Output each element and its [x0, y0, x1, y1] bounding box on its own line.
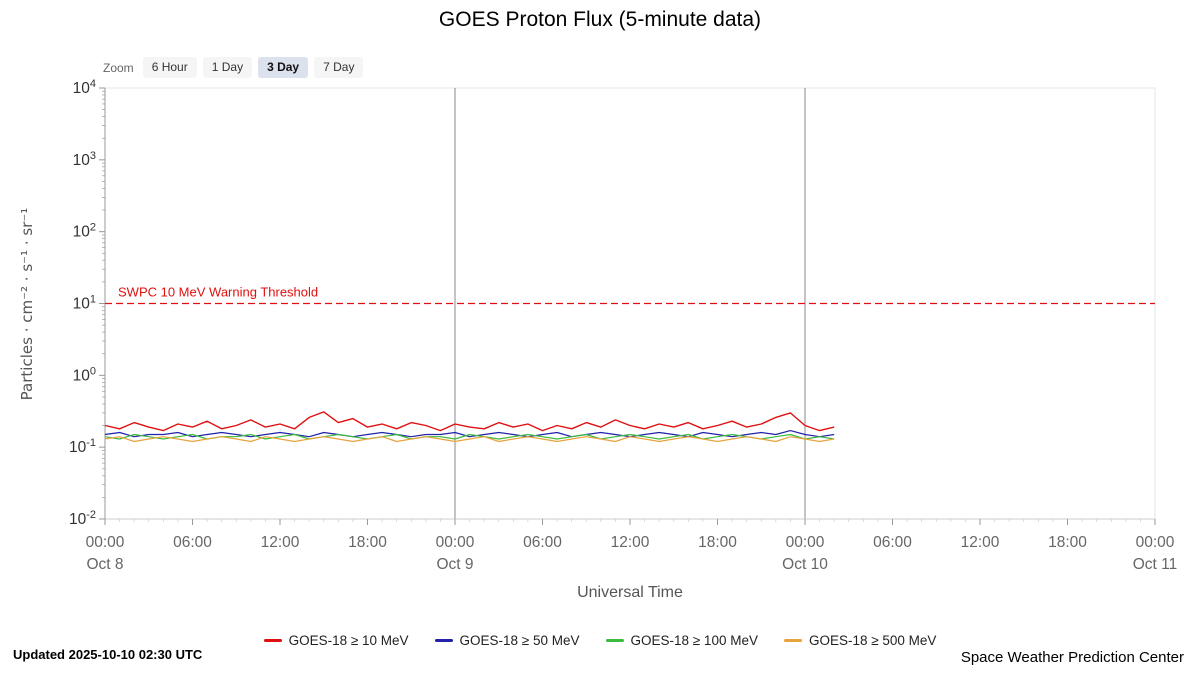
svg-text:00:00: 00:00	[86, 534, 125, 551]
svg-text:Oct 10: Oct 10	[782, 556, 828, 573]
svg-text:06:00: 06:00	[873, 534, 912, 551]
legend-label-50mev: GOES-18 ≥ 50 MeV	[459, 633, 580, 648]
svg-text:12:00: 12:00	[611, 534, 650, 551]
svg-text:12:00: 12:00	[961, 534, 1000, 551]
svg-text:00:00: 00:00	[786, 534, 825, 551]
x-axis: 00:00 06:00 12:00 18:00 00:00 06:00 12:00 18:00…	[86, 518, 1178, 573]
svg-text:10-1: 10-1	[69, 437, 96, 456]
svg-text:12:00: 12:00	[261, 534, 300, 551]
svg-text:Oct 8: Oct 8	[86, 556, 123, 573]
svg-text:00:00: 00:00	[436, 534, 475, 551]
legend-label-10mev: GOES-18 ≥ 10 MeV	[288, 633, 409, 648]
svg-text:18:00: 18:00	[1048, 534, 1087, 551]
series-line-2	[104, 433, 835, 440]
svg-text:18:00: 18:00	[348, 534, 387, 551]
y-axis: 104 103 102 101 100 10-1 10-2	[69, 78, 106, 528]
svg-text:103: 103	[73, 150, 96, 169]
threshold-label: SWPC 10 MeV Warning Threshold	[118, 285, 318, 300]
legend-item-goes18-ge-10mev[interactable]: GOES-18 ≥ 10 MeV	[263, 633, 409, 648]
legend-line-swatch-10mev	[263, 639, 282, 642]
legend-item-goes18-ge-500mev[interactable]: GOES-18 ≥ 500 MeV	[783, 633, 937, 648]
svg-text:00:00: 00:00	[1136, 534, 1175, 551]
svg-text:10-2: 10-2	[69, 509, 96, 528]
svg-text:06:00: 06:00	[523, 534, 562, 551]
legend-line-swatch-500mev	[783, 639, 802, 642]
swpc-credit: Space Weather Prediction Center	[960, 649, 1184, 666]
updated-timestamp: Updated 2025-10-10 02:30 UTC	[13, 647, 203, 662]
chart-title: GOES Proton Flux (5-minute data)	[438, 8, 762, 31]
legend-line-swatch-100mev	[605, 639, 624, 642]
legend-item-goes18-ge-50mev[interactable]: GOES-18 ≥ 50 MeV	[434, 633, 580, 648]
svg-text:101: 101	[73, 294, 96, 313]
zoom-toolbar: Zoom 6 Hour 1 Day 3 Day 7 Day	[103, 57, 364, 79]
zoom-button-1-day[interactable]: 1 Day	[202, 57, 253, 79]
legend-label-100mev: GOES-18 ≥ 100 MeV	[630, 633, 758, 648]
zoom-button-7-day[interactable]: 7 Day	[314, 57, 364, 79]
warning-threshold: SWPC 10 MeV Warning Threshold	[105, 285, 1155, 305]
svg-text:Oct 9: Oct 9	[436, 556, 473, 573]
zoom-button-6-hour[interactable]: 6 Hour	[142, 57, 197, 79]
svg-text:100: 100	[73, 365, 96, 384]
svg-text:18:00: 18:00	[698, 534, 737, 551]
legend-label-500mev: GOES-18 ≥ 500 MeV	[808, 633, 937, 648]
svg-text:Oct 11: Oct 11	[1133, 556, 1178, 573]
zoom-label: Zoom	[103, 60, 134, 75]
svg-text:06:00: 06:00	[173, 534, 212, 551]
y-axis-title: Particles · cm⁻² · s⁻¹ · sr⁻¹	[18, 207, 36, 401]
series-line-0	[104, 411, 835, 432]
legend-item-goes18-ge-100mev[interactable]: GOES-18 ≥ 100 MeV	[605, 633, 758, 648]
svg-text:104: 104	[73, 78, 96, 97]
series-line-1	[104, 430, 835, 438]
legend: GOES-18 ≥ 10 MeV GOES-18 ≥ 50 MeV GOES-1…	[0, 633, 1200, 648]
zoom-button-3-day[interactable]: 3 Day	[258, 57, 309, 79]
svg-text:102: 102	[73, 222, 96, 241]
x-axis-title: Universal Time	[577, 584, 683, 601]
legend-line-swatch-50mev	[434, 639, 453, 642]
series-line-3	[104, 436, 835, 443]
